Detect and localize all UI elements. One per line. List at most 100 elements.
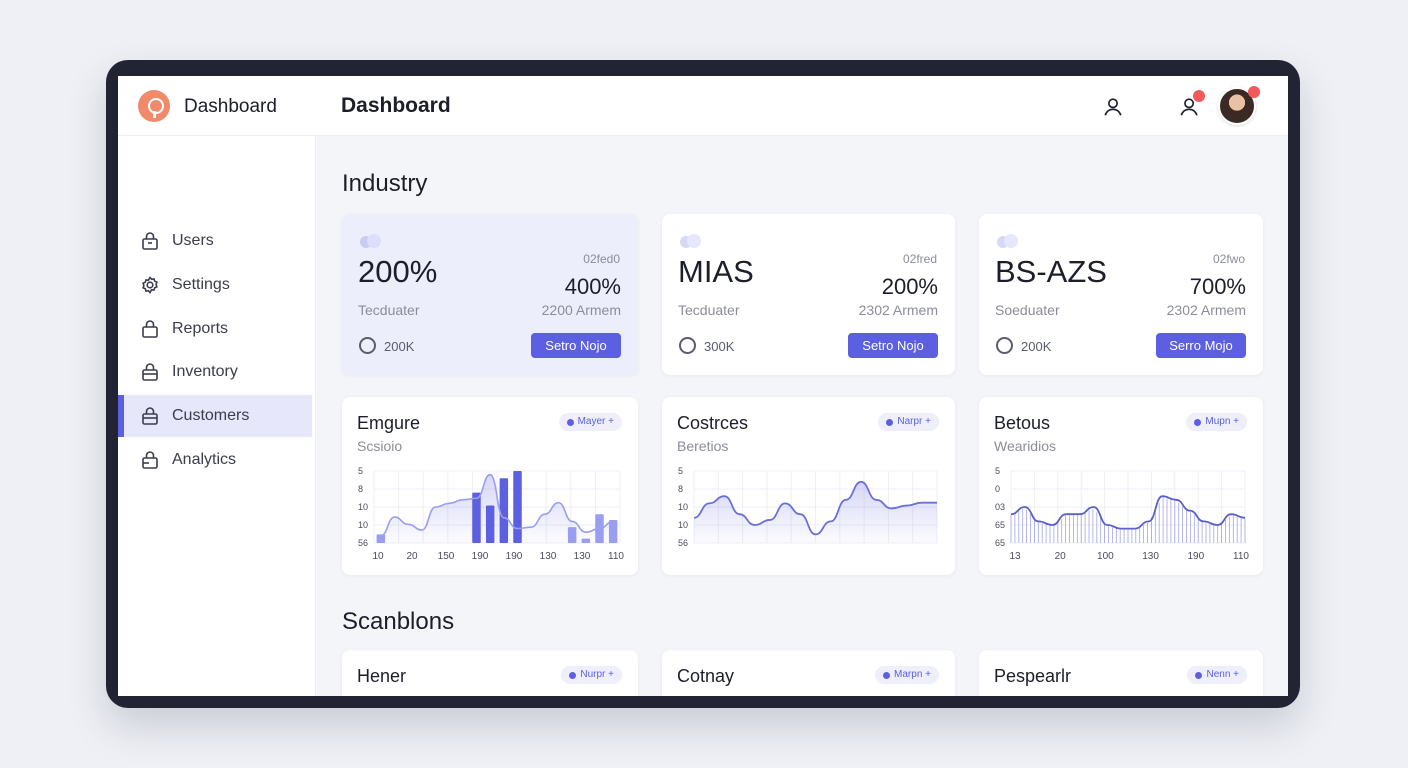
dot-icon (566, 418, 574, 426)
chart-title: Costrces (677, 413, 749, 433)
card-filter-pill[interactable]: Marpn + (875, 666, 939, 684)
card-title: Hener (357, 666, 407, 686)
y-tick-label: 65 (995, 520, 1005, 530)
y-tick-label: 5 (358, 466, 363, 476)
line-chart: 5 0 03 65 65 13 20 100 130 190 110 (995, 466, 1249, 562)
x-tick-label: 190 (506, 551, 523, 562)
stat-main-value: 200% (358, 254, 438, 289)
stat-percentage: 400% (564, 274, 621, 299)
y-tick-label: 65 (995, 538, 1005, 548)
cloud-icon (997, 234, 1018, 248)
x-tick-label: 130 (574, 551, 591, 562)
sidebar-item-customers[interactable]: Customers (118, 395, 312, 437)
chart-bar (581, 538, 591, 543)
stat-radio[interactable] (679, 337, 696, 354)
dot-icon (886, 418, 894, 426)
section-title-industry: Industry (342, 170, 428, 197)
sidebar-item-inventory[interactable]: Inventory (118, 351, 312, 393)
pill-label: Marpn + (894, 669, 931, 680)
chart-bar (513, 471, 522, 543)
x-tick-label: 150 (438, 551, 455, 562)
stat-radio[interactable] (359, 337, 376, 354)
bottom-card[interactable]: Cotnay Marpn + (662, 650, 955, 696)
y-tick-label: 8 (678, 484, 683, 494)
y-tick-label: 10 (678, 502, 688, 512)
chart-subtitle: Wearidios (994, 438, 1056, 454)
sidebar-item-users[interactable]: Users (118, 220, 312, 262)
card-filter-pill[interactable]: Nenn + (1187, 666, 1247, 684)
stat-subvalue: 2200 Armem (541, 302, 621, 318)
sidebar-item-label: Customers (172, 407, 250, 424)
x-tick-label: 130 (1142, 551, 1159, 562)
chart-card: Costrces Beretios Narpr + 5 8 10 10 56 (662, 397, 955, 575)
top-bar: Dashboard Dashboard (118, 76, 1288, 136)
chart-bar (567, 527, 577, 543)
cloud-icon (680, 234, 701, 248)
cloud-icon (360, 234, 381, 248)
stat-percentage: 700% (1189, 274, 1246, 299)
y-tick-label: 10 (358, 502, 368, 512)
chart-filter-pill[interactable]: Mupn + (1186, 413, 1247, 431)
lock-icon (142, 320, 158, 338)
logo-icon[interactable] (138, 90, 170, 122)
lock-icon (142, 363, 158, 381)
stat-percentage: 200% (881, 274, 938, 299)
stat-subvalue: 2302 Armem (858, 302, 938, 318)
x-tick-label: 20 (406, 551, 418, 562)
chart-filter-pill[interactable]: Mayer + (558, 413, 622, 431)
x-tick-label: 110 (1233, 551, 1249, 562)
stat-card[interactable]: 200% 02fed0 400% Tecduater 2200 Armem 20… (342, 214, 638, 375)
pill-label: Nurpr + (580, 669, 614, 680)
users-notification-icon[interactable] (1178, 96, 1202, 118)
chart-bar (376, 534, 386, 543)
y-tick-label: 8 (358, 484, 363, 494)
lock-icon (142, 232, 158, 250)
stat-radio[interactable] (996, 337, 1013, 354)
chart-title: Betous (994, 413, 1051, 433)
chart-line (380, 473, 614, 537)
x-tick-label: 190 (1187, 551, 1204, 562)
dot-icon (1195, 671, 1203, 679)
stat-action-button[interactable]: Serro Mojo (1156, 333, 1246, 358)
bottom-card[interactable]: Pespearlr Nenn + (979, 650, 1263, 696)
sidebar-item-settings[interactable]: Settings (118, 264, 312, 306)
dot-icon (883, 671, 891, 679)
chart-line (693, 480, 937, 536)
x-tick-label: 100 (1097, 551, 1114, 562)
stat-action-button[interactable]: Setro Nojo (848, 333, 938, 358)
sidebar-item-reports[interactable]: Reports (118, 308, 312, 350)
page-title: Dashboard (341, 94, 451, 117)
user-icon[interactable] (1102, 96, 1124, 118)
stat-card[interactable]: MIAS 02fred 200% Tecduater 2302 Armem 30… (662, 214, 955, 375)
avatar-badge (1248, 86, 1260, 98)
sidebar-item-label: Inventory (172, 363, 238, 380)
stat-main-value: MIAS (678, 254, 754, 289)
x-tick-label: 13 (1009, 551, 1021, 562)
stat-action-button[interactable]: Setro Nojo (531, 333, 621, 358)
area-chart: 5 8 10 10 56 (678, 466, 938, 548)
sidebar-item-label: Analytics (172, 451, 237, 468)
card-filter-pill[interactable]: Nurpr + (561, 666, 622, 684)
card-title: Pespearlr (994, 666, 1072, 686)
x-tick-label: 10 (372, 551, 384, 562)
sidebar-item-analytics[interactable]: Analytics (118, 439, 312, 481)
avatar[interactable] (1218, 87, 1256, 125)
stat-label: Soeduater (995, 302, 1060, 318)
y-tick-label: 10 (358, 520, 368, 530)
chart-card: Betous Wearidios Mupn + 5 0 03 65 65 13 20 100 1… (979, 397, 1263, 575)
sidebar-item-label: Users (172, 232, 214, 249)
stat-tag: 02fred (902, 252, 937, 266)
y-tick-label: 0 (995, 484, 1000, 494)
pill-label: Mupn + (1205, 416, 1239, 427)
chart-area (380, 474, 614, 543)
stat-count: 200K (384, 339, 415, 354)
stat-card[interactable]: BS-AZS 02fwo 700% Soeduater 2302 Armem 2… (979, 214, 1263, 375)
chart-filter-pill[interactable]: Narpr + (878, 413, 939, 431)
bottom-card[interactable]: Hener Nurpr + (342, 650, 638, 696)
y-tick-label: 56 (678, 538, 688, 548)
chart-bar (608, 519, 618, 543)
sidebar-item-label: Reports (172, 320, 229, 337)
lock-icon (142, 407, 158, 425)
gear-icon (142, 276, 158, 294)
bar-chart: 5 8 10 10 56 10 20 150 190 190 130 130 110 (358, 466, 624, 562)
